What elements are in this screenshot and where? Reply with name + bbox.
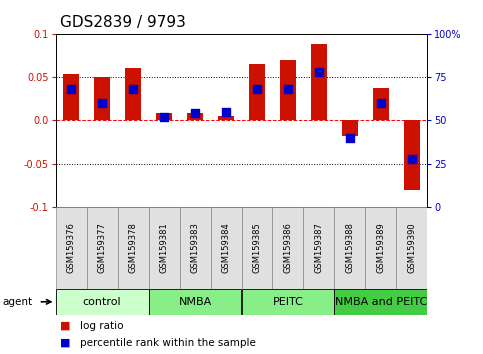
Text: GSM159377: GSM159377 <box>98 222 107 273</box>
Text: ■: ■ <box>60 321 71 331</box>
Text: GSM159376: GSM159376 <box>67 222 75 273</box>
Point <box>408 156 416 161</box>
Bar <box>63 74 79 120</box>
Text: agent: agent <box>2 297 32 307</box>
Bar <box>373 88 389 120</box>
Bar <box>366 207 397 289</box>
Bar <box>149 289 242 315</box>
Bar <box>397 207 427 289</box>
Bar <box>334 207 366 289</box>
Text: GSM159390: GSM159390 <box>408 222 416 273</box>
Text: NMBA and PEITC: NMBA and PEITC <box>335 297 427 307</box>
Text: NMBA: NMBA <box>178 297 212 307</box>
Bar <box>242 289 334 315</box>
Bar <box>56 289 149 315</box>
Bar <box>334 289 427 315</box>
Text: control: control <box>83 297 121 307</box>
Point <box>284 86 292 92</box>
Text: PEITC: PEITC <box>272 297 303 307</box>
Bar <box>187 113 203 120</box>
Text: GSM159387: GSM159387 <box>314 222 324 273</box>
Bar <box>211 207 242 289</box>
Text: GSM159378: GSM159378 <box>128 222 138 273</box>
Bar <box>117 207 149 289</box>
Text: percentile rank within the sample: percentile rank within the sample <box>80 338 256 348</box>
Bar <box>218 116 234 120</box>
Text: ■: ■ <box>60 338 71 348</box>
Point <box>67 86 75 92</box>
Point <box>253 86 261 92</box>
Bar <box>404 120 420 190</box>
Text: GSM159381: GSM159381 <box>159 222 169 273</box>
Bar <box>56 207 86 289</box>
Point <box>377 100 385 106</box>
Bar <box>342 120 358 136</box>
Bar <box>303 207 334 289</box>
Text: GSM159384: GSM159384 <box>222 222 230 273</box>
Bar <box>94 77 110 120</box>
Text: GSM159389: GSM159389 <box>376 222 385 273</box>
Bar <box>280 59 296 120</box>
Point <box>191 110 199 116</box>
Text: GSM159386: GSM159386 <box>284 222 293 273</box>
Bar <box>272 207 303 289</box>
Text: log ratio: log ratio <box>80 321 123 331</box>
Point <box>315 69 323 75</box>
Bar <box>180 207 211 289</box>
Point <box>129 86 137 92</box>
Bar <box>149 207 180 289</box>
Point <box>98 100 106 106</box>
Text: GDS2839 / 9793: GDS2839 / 9793 <box>60 15 186 30</box>
Text: GSM159385: GSM159385 <box>253 222 261 273</box>
Bar <box>249 64 265 120</box>
Bar <box>86 207 117 289</box>
Point <box>222 109 230 115</box>
Text: GSM159388: GSM159388 <box>345 222 355 273</box>
Bar <box>156 113 172 120</box>
Bar <box>242 207 272 289</box>
Bar <box>311 44 327 120</box>
Text: GSM159383: GSM159383 <box>190 222 199 273</box>
Point <box>160 114 168 120</box>
Bar <box>125 68 141 120</box>
Point <box>346 135 354 141</box>
